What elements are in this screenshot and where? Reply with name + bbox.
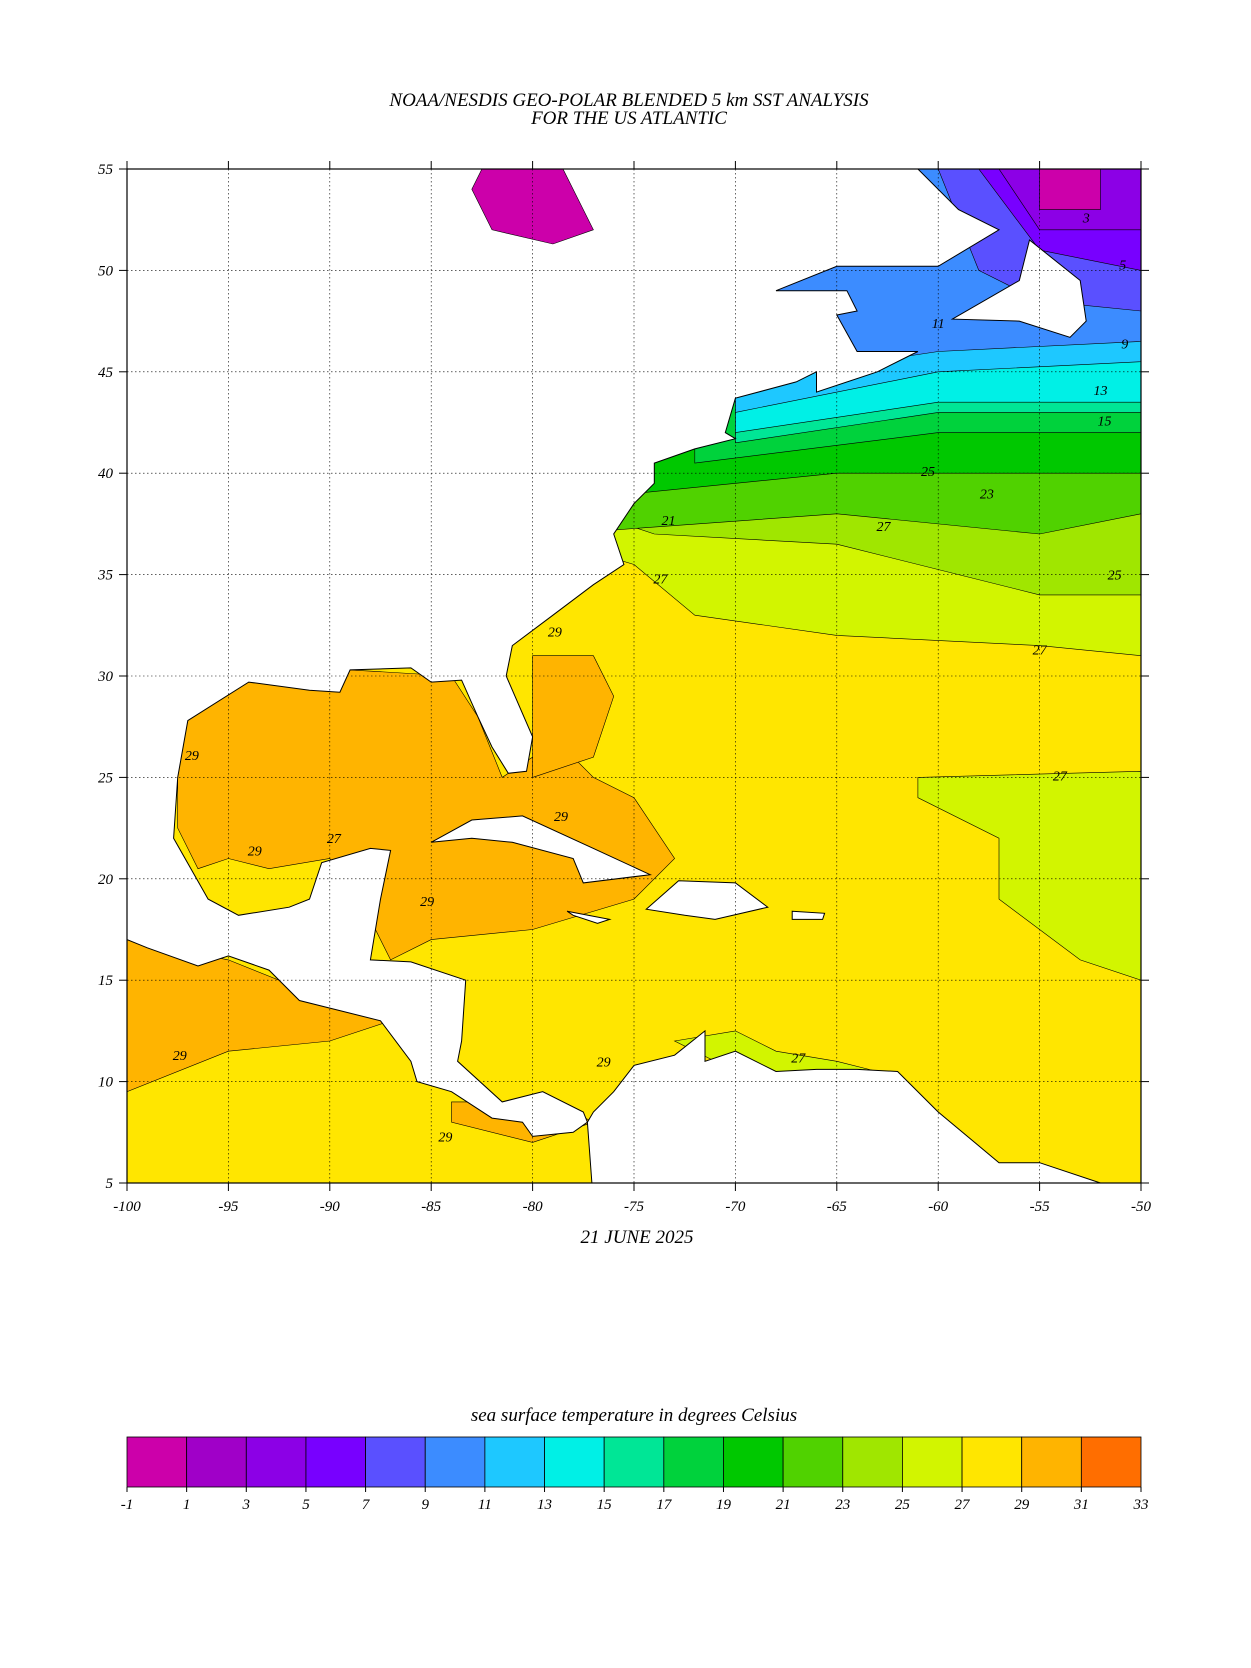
colorbar-swatch bbox=[1021, 1436, 1082, 1488]
colorbar-swatch bbox=[126, 1436, 188, 1488]
colorbar-swatch bbox=[1080, 1436, 1142, 1488]
colorbar-swatch bbox=[424, 1436, 486, 1488]
contour-label: 29 bbox=[548, 625, 562, 640]
colorbar-swatch bbox=[842, 1436, 903, 1488]
x-tick-label: -50 bbox=[1131, 1199, 1151, 1215]
contour-label: 29 bbox=[173, 1049, 187, 1064]
colorbar-tick-label: 29 bbox=[1014, 1497, 1030, 1513]
contour-label: 11 bbox=[932, 317, 945, 332]
contour-label: 13 bbox=[1093, 384, 1107, 399]
contour-label: 15 bbox=[1097, 414, 1111, 429]
x-tick-label: -100 bbox=[113, 1199, 141, 1215]
title-line: NOAA/NESDIS GEO-POLAR BLENDED 5 km SST A… bbox=[388, 90, 869, 111]
date: 21 JUNE 2025 bbox=[581, 1227, 694, 1248]
x-tick-label: -90 bbox=[320, 1199, 340, 1215]
y-tick-label: 20 bbox=[98, 872, 114, 888]
x-tick-label: -95 bbox=[218, 1199, 238, 1215]
colorbar-tick-label: 9 bbox=[421, 1497, 429, 1513]
colorbar-swatch bbox=[365, 1436, 426, 1488]
colorbar-tick-label: 31 bbox=[1073, 1497, 1089, 1513]
colorbar-tick-label: 23 bbox=[835, 1497, 850, 1513]
contour-label: 3 bbox=[1082, 212, 1090, 227]
colorbar-tick-label: 27 bbox=[955, 1497, 972, 1513]
contour-label: 9 bbox=[1121, 337, 1128, 352]
colorbar-tick-label: 7 bbox=[362, 1497, 371, 1513]
x-tick-label: -70 bbox=[725, 1199, 745, 1215]
colorbar-swatch bbox=[484, 1436, 545, 1488]
colorbar: -1 1 3 5 7 9 11 13 15 17 19 21 23 25 27 29 31 33 bbox=[121, 1436, 1149, 1513]
colorbar-swatch bbox=[544, 1436, 605, 1488]
colorbar-swatch bbox=[305, 1436, 366, 1488]
colorbar-tick-label: 13 bbox=[537, 1497, 552, 1513]
map-frame bbox=[126, 168, 1142, 1184]
land bbox=[430, 815, 653, 884]
y-tick-label: 15 bbox=[98, 973, 114, 989]
colorbar-tick-label: 15 bbox=[597, 1497, 613, 1513]
y-tick-label: 40 bbox=[98, 466, 114, 482]
x-tick-label: -60 bbox=[928, 1199, 948, 1215]
colorbar-label: sea surface temperature in degrees Celsi… bbox=[471, 1405, 797, 1426]
y-tick-label: 35 bbox=[97, 568, 114, 584]
colorbar-swatch bbox=[663, 1436, 724, 1488]
contour-label: 29 bbox=[248, 844, 262, 859]
colorbar-tick-label: 11 bbox=[478, 1497, 492, 1513]
colorbar-swatch bbox=[902, 1436, 963, 1488]
contour-label: 27 bbox=[327, 832, 342, 847]
colorbar-swatch bbox=[245, 1436, 307, 1488]
contour-label: 25 bbox=[1108, 569, 1122, 584]
colorbar-tick-label: 25 bbox=[895, 1497, 911, 1513]
colorbar-tick-label: -1 bbox=[121, 1497, 134, 1513]
contour-label: 27 bbox=[791, 1051, 806, 1066]
colorbar-swatch bbox=[961, 1436, 1023, 1488]
contour-label: 27 bbox=[1053, 769, 1068, 784]
y-tick-label: 10 bbox=[98, 1075, 114, 1091]
x-tick-label: -55 bbox=[1030, 1199, 1050, 1215]
contour-label: 29 bbox=[185, 749, 199, 764]
colorbar-tick-label: 5 bbox=[302, 1497, 310, 1513]
contour-label: 23 bbox=[980, 487, 994, 502]
y-tick-label: 55 bbox=[98, 162, 114, 178]
contour-label: 27 bbox=[653, 573, 668, 588]
x-tick-label: -80 bbox=[523, 1199, 543, 1215]
colorbar-tick-label: 17 bbox=[656, 1497, 673, 1513]
y-tick-label: 30 bbox=[97, 669, 114, 685]
contour-label: 27 bbox=[1033, 644, 1048, 659]
land bbox=[566, 910, 612, 924]
colorbar-swatch bbox=[723, 1436, 784, 1488]
contour-label: 21 bbox=[661, 514, 675, 529]
y-tick-label: 45 bbox=[98, 365, 114, 381]
contour-label: 29 bbox=[597, 1055, 611, 1070]
contour-label: 29 bbox=[438, 1130, 452, 1145]
map-overlay: -100 -95 -90 -85 -80 -75 -70 -65 -60 -55 -50 5 10 15 2… bbox=[97, 161, 1151, 1215]
y-tick-label: 50 bbox=[98, 263, 114, 279]
y-tick-label: 5 bbox=[106, 1176, 114, 1192]
land bbox=[791, 910, 826, 920]
colorbar-tick-label: 1 bbox=[183, 1497, 191, 1513]
title-line: FOR THE US ATLANTIC bbox=[530, 108, 727, 129]
colorbar-tick-label: 3 bbox=[242, 1497, 251, 1513]
colorbar-tick-label: 19 bbox=[716, 1497, 732, 1513]
sst-region bbox=[127, 939, 392, 1093]
contour-label: 25 bbox=[921, 465, 935, 480]
sst-region bbox=[1039, 169, 1101, 210]
y-tick-label: 25 bbox=[98, 770, 114, 786]
contour-label: 29 bbox=[420, 895, 434, 910]
contour-label: 5 bbox=[1119, 258, 1126, 273]
x-tick-label: -65 bbox=[827, 1199, 847, 1215]
colorbar-swatch bbox=[782, 1436, 844, 1488]
colorbar-swatch bbox=[603, 1436, 665, 1488]
colorbar-tick-label: 21 bbox=[776, 1497, 791, 1513]
land bbox=[950, 239, 1087, 338]
x-tick-label: -85 bbox=[421, 1199, 441, 1215]
colorbar-swatch bbox=[186, 1436, 247, 1488]
colorbar-tick-label: 33 bbox=[1133, 1497, 1149, 1513]
land bbox=[645, 880, 769, 920]
contour-label: 27 bbox=[876, 520, 891, 535]
contour-label: 29 bbox=[554, 810, 568, 825]
x-tick-label: -75 bbox=[624, 1199, 644, 1215]
